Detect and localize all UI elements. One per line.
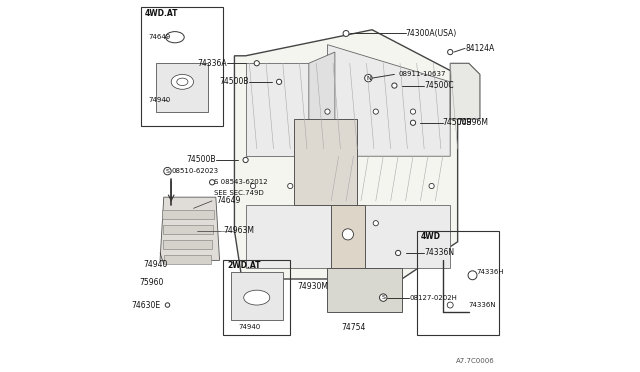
Polygon shape xyxy=(294,119,357,205)
Text: 74500C: 74500C xyxy=(424,81,454,90)
Circle shape xyxy=(325,109,330,114)
Bar xyxy=(223,260,291,335)
Ellipse shape xyxy=(172,74,193,89)
Polygon shape xyxy=(328,268,402,312)
Polygon shape xyxy=(156,63,209,112)
Text: 75960: 75960 xyxy=(140,278,164,287)
Text: A7.7C0006: A7.7C0006 xyxy=(456,358,495,364)
Text: 74963M: 74963M xyxy=(223,226,254,235)
Bar xyxy=(141,7,223,126)
Circle shape xyxy=(243,157,248,163)
Circle shape xyxy=(410,109,415,114)
Text: 74996M: 74996M xyxy=(458,118,488,127)
Text: 08911-10637: 08911-10637 xyxy=(398,71,445,77)
Text: 74940: 74940 xyxy=(238,324,260,330)
Bar xyxy=(162,210,214,219)
Circle shape xyxy=(429,183,434,189)
Circle shape xyxy=(410,120,415,125)
Circle shape xyxy=(209,180,215,185)
Text: S 08543-62012: S 08543-62012 xyxy=(214,179,268,185)
Polygon shape xyxy=(246,205,450,268)
Polygon shape xyxy=(246,63,312,156)
Circle shape xyxy=(447,49,453,55)
Text: SEE SEC.749D: SEE SEC.749D xyxy=(214,190,264,196)
Circle shape xyxy=(365,74,372,82)
Ellipse shape xyxy=(244,290,270,305)
Circle shape xyxy=(250,183,255,189)
Text: 74336N: 74336N xyxy=(468,302,497,308)
Circle shape xyxy=(276,79,282,84)
Circle shape xyxy=(373,109,378,114)
Text: S: S xyxy=(381,295,385,300)
Bar xyxy=(417,231,499,335)
Text: 74500B: 74500B xyxy=(220,77,250,86)
Circle shape xyxy=(392,83,397,88)
Polygon shape xyxy=(231,272,283,320)
Circle shape xyxy=(287,183,293,189)
Text: 74649: 74649 xyxy=(149,34,171,40)
Text: 84124A: 84124A xyxy=(465,44,494,53)
Circle shape xyxy=(396,250,401,256)
Circle shape xyxy=(447,302,453,308)
Text: 74940: 74940 xyxy=(143,260,168,269)
Polygon shape xyxy=(450,63,480,119)
Circle shape xyxy=(342,229,353,240)
Ellipse shape xyxy=(166,32,184,43)
Text: 74336A: 74336A xyxy=(197,59,227,68)
Text: S: S xyxy=(166,169,170,174)
Text: 74336H: 74336H xyxy=(476,269,504,275)
Text: 74754: 74754 xyxy=(341,323,365,332)
Polygon shape xyxy=(160,197,220,260)
Polygon shape xyxy=(309,52,335,231)
Text: 74500B: 74500B xyxy=(443,118,472,127)
Text: 08510-62023: 08510-62023 xyxy=(172,168,218,174)
Text: 74300A(USA): 74300A(USA) xyxy=(406,29,457,38)
Bar xyxy=(163,240,212,249)
Text: 74500B: 74500B xyxy=(186,155,216,164)
Text: 74649: 74649 xyxy=(216,196,240,205)
Circle shape xyxy=(165,303,170,307)
Ellipse shape xyxy=(177,78,188,86)
Polygon shape xyxy=(331,205,365,268)
Circle shape xyxy=(373,221,378,226)
Text: 4WD: 4WD xyxy=(420,232,440,241)
Text: 08127-0202H: 08127-0202H xyxy=(410,295,457,301)
Circle shape xyxy=(468,271,477,280)
Text: 74630E: 74630E xyxy=(131,301,160,310)
Bar xyxy=(164,255,211,264)
Polygon shape xyxy=(328,45,450,156)
Circle shape xyxy=(254,61,259,66)
Circle shape xyxy=(164,167,172,175)
Circle shape xyxy=(343,31,349,36)
Text: 4WD.AT: 4WD.AT xyxy=(145,9,179,17)
Text: 74940: 74940 xyxy=(149,97,171,103)
Polygon shape xyxy=(234,30,458,279)
Text: 2WD.AT: 2WD.AT xyxy=(227,262,260,270)
Text: 74336N: 74336N xyxy=(424,248,454,257)
Text: 74930M: 74930M xyxy=(298,282,329,291)
Circle shape xyxy=(380,294,387,301)
Bar xyxy=(163,225,213,234)
Text: N: N xyxy=(366,76,371,81)
